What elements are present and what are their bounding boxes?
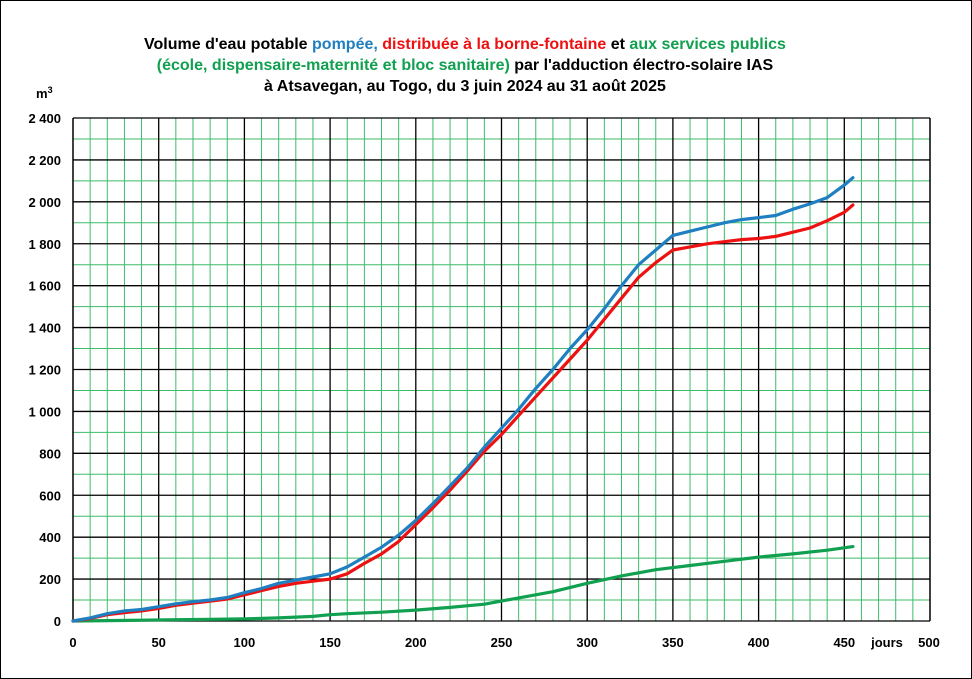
- y-tick-label: 0: [54, 614, 61, 629]
- series-line-public-services: [71, 544, 855, 623]
- y-tick-label: 400: [39, 530, 61, 545]
- major-gridlines: [72, 117, 931, 622]
- x-tick-label: 200: [405, 635, 427, 650]
- y-tick-label: 2 400: [28, 111, 61, 126]
- title-text-pumped: pompée,: [312, 36, 378, 53]
- x-tick-label: 350: [662, 635, 684, 650]
- y-axis-unit: m: [36, 86, 48, 101]
- x-tick-label: 150: [319, 635, 341, 650]
- x-tick-label: 450: [833, 635, 855, 650]
- chart-title: Volume d'eau potable pompée, distribuée …: [0, 34, 930, 97]
- y-tick-label: 2 000: [28, 195, 61, 210]
- x-tick-label: 100: [234, 635, 256, 650]
- title-text-adduction: par l'adduction électro-solaire IAS: [509, 57, 774, 74]
- x-tick-label: 250: [491, 635, 513, 650]
- y-axis-tick-labels: 0 200 400 600 800 1 000 1 200 1 400 1 600 1 800 2 …: [28, 111, 61, 629]
- y-axis-label: m3: [36, 85, 53, 101]
- title-text-distributed: distribuée à la borne-fontaine: [382, 36, 607, 53]
- x-tick-label: 400: [748, 635, 770, 650]
- title-text-facilities: (école, dispensaire-maternité et bloc sa…: [156, 57, 510, 74]
- y-tick-label: 1 000: [28, 404, 61, 419]
- series-line-pumped: [71, 176, 855, 623]
- title-line-3: à Atsavegan, au Togo, du 3 juin 2024 au …: [264, 78, 666, 95]
- y-tick-label: 600: [39, 488, 61, 503]
- x-tick-label: 500: [918, 635, 940, 650]
- title-text-public-services: aux services publics: [629, 36, 786, 53]
- title-line-2: (école, dispensaire-maternité et bloc sa…: [0, 55, 930, 76]
- title-line-1: Volume d'eau potable pompée, distribuée …: [0, 34, 930, 55]
- title-text-and: et: [606, 36, 630, 53]
- y-tick-label: 2 200: [28, 153, 61, 168]
- y-tick-label: 800: [39, 446, 61, 461]
- x-axis-label: jours: [870, 635, 903, 650]
- x-axis-tick-labels: 0 50 100 150 200 250 300 350 400 450 500: [69, 635, 939, 650]
- x-tick-label: 0: [69, 635, 76, 650]
- x-tick-label: 50: [151, 635, 165, 650]
- y-tick-label: 200: [39, 572, 61, 587]
- x-tick-label: 300: [576, 635, 598, 650]
- title-text-volume: Volume d'eau potable: [144, 36, 313, 53]
- y-tick-label: 1 200: [28, 363, 61, 378]
- y-tick-label: 1 600: [28, 279, 61, 294]
- y-axis-unit-exponent: 3: [48, 85, 53, 95]
- y-tick-label: 1 400: [28, 321, 61, 336]
- y-tick-label: 1 800: [28, 237, 61, 252]
- series-lines: [71, 176, 855, 623]
